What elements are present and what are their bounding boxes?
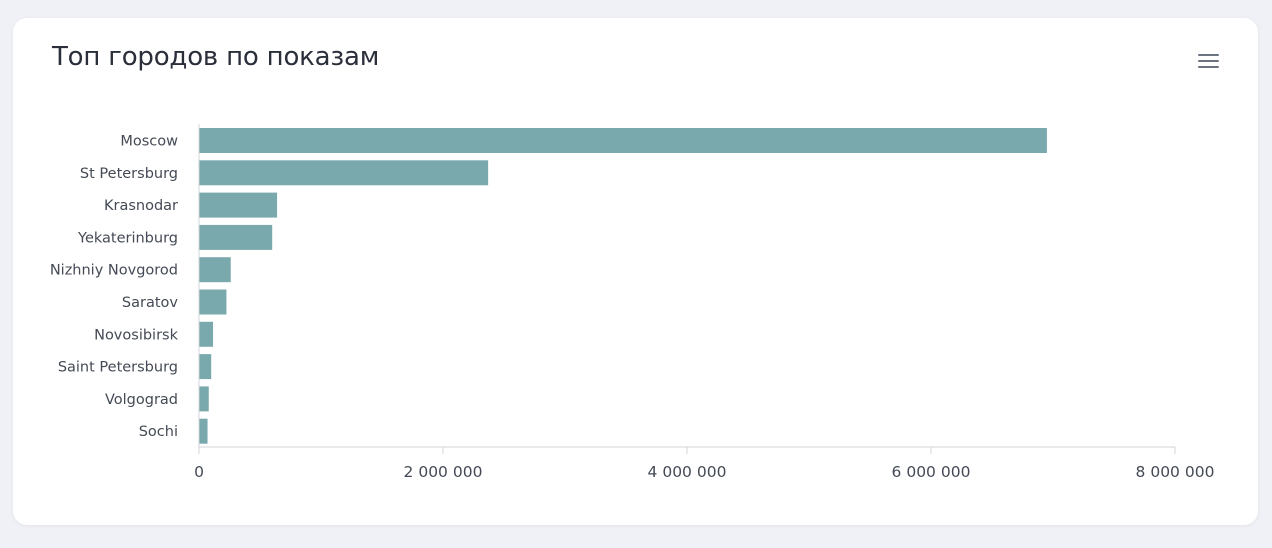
bar[interactable] [199, 354, 212, 380]
bar[interactable] [199, 289, 227, 315]
category-label: Saint Petersburg [58, 360, 178, 376]
x-tick-label: 0 [194, 463, 204, 481]
category-label: Sochi [139, 424, 178, 440]
category-label: Yekaterinburg [77, 230, 178, 246]
hamburger-menu-icon[interactable] [1193, 48, 1223, 74]
x-tick-label: 8 000 000 [1136, 463, 1215, 481]
bar[interactable] [199, 224, 273, 250]
category-label: Saratov [122, 295, 178, 311]
category-label: St Petersburg [80, 166, 178, 182]
bar[interactable] [199, 321, 214, 347]
category-label: Moscow [120, 134, 178, 150]
chart-title: Топ городов по показам [52, 42, 380, 72]
x-tick-label: 4 000 000 [648, 463, 727, 481]
category-label: Novosibirsk [94, 327, 179, 343]
bar[interactable] [199, 257, 231, 283]
bar[interactable] [199, 192, 278, 218]
bar[interactable] [199, 128, 1047, 153]
category-label: Krasnodar [104, 198, 178, 214]
bar[interactable] [199, 418, 208, 444]
x-tick-label: 6 000 000 [892, 463, 971, 481]
category-label: Nizhniy Novgorod [50, 263, 178, 279]
x-tick-label: 2 000 000 [404, 463, 483, 481]
bar[interactable] [199, 386, 209, 412]
category-label: Volgograd [105, 392, 178, 408]
bar[interactable] [199, 160, 489, 186]
